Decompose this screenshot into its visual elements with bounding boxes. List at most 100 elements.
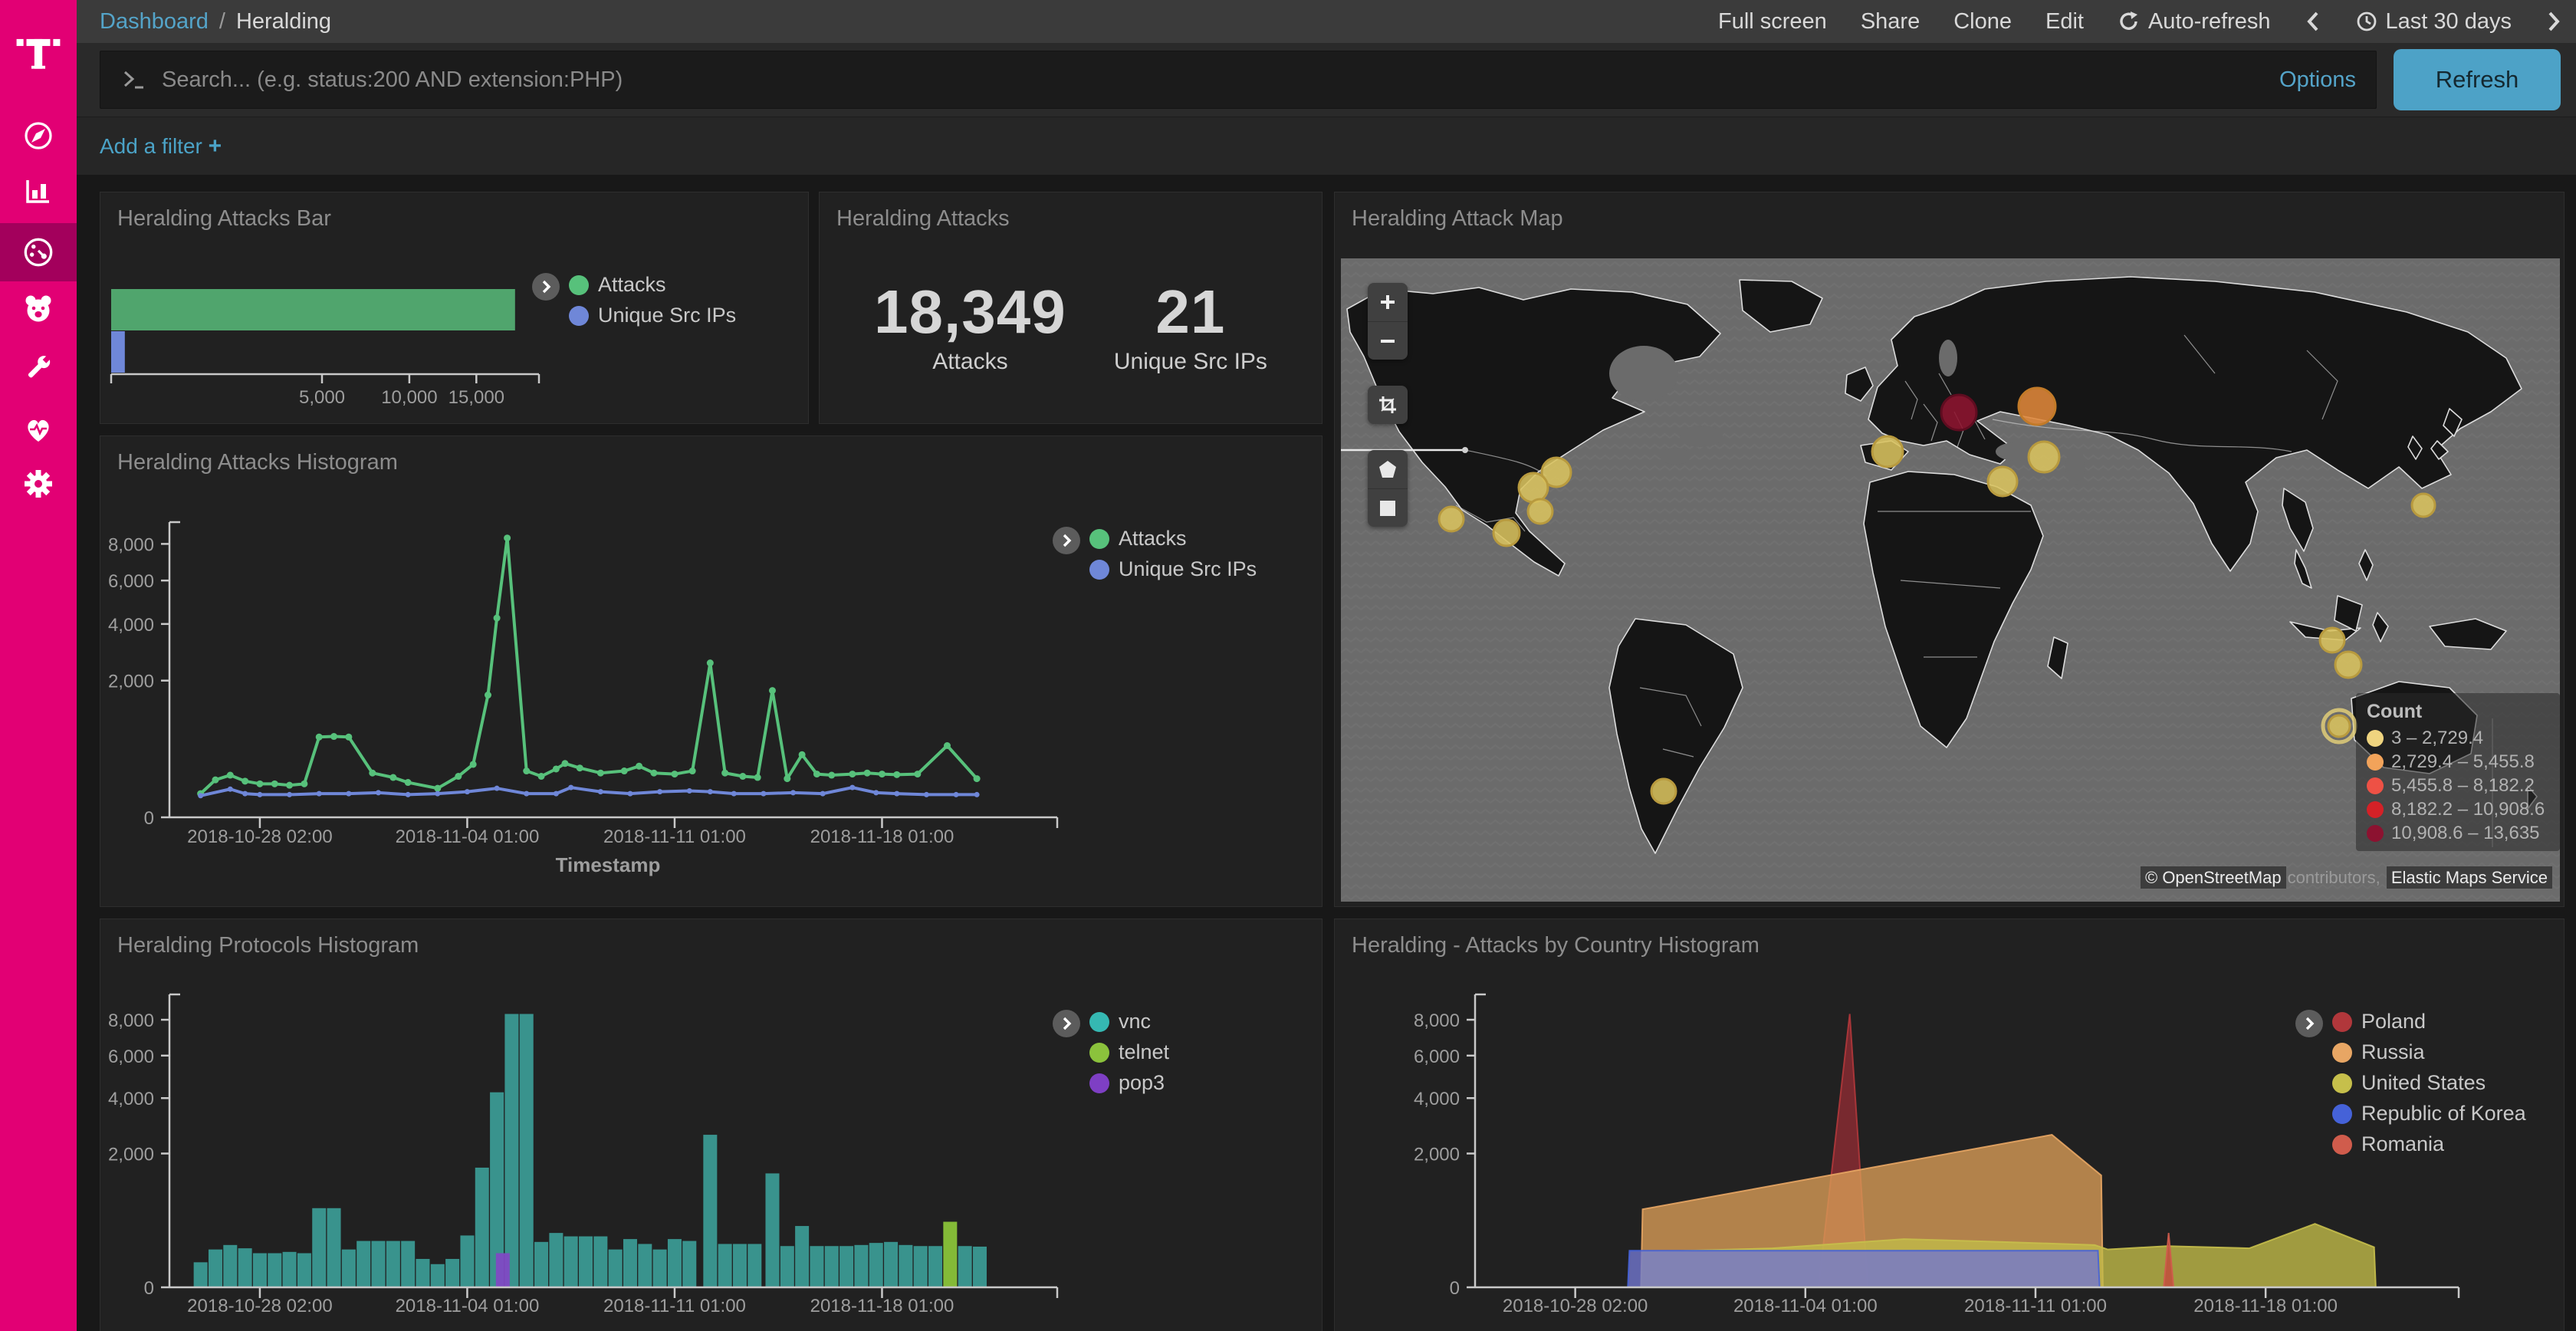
legend-item-unique-src-ips[interactable]: Unique Src IPs — [569, 304, 736, 327]
sidebar-item-t-pot[interactable] — [0, 279, 77, 337]
chevron-right-icon — [2545, 10, 2562, 33]
topbar-actions: Full screen Share Clone Edit Auto-refres… — [1718, 9, 2562, 35]
legend-item-pop3[interactable]: pop3 — [1089, 1071, 1169, 1095]
metric-attacks: 18,349 Attacks — [874, 277, 1066, 375]
attacks-bar-chart[interactable]: 5,00010,00015,000 — [100, 238, 808, 423]
panel-country-histogram: Heralding - Attacks by Country Histogram… — [1334, 919, 2564, 1331]
legend-toggle-icon[interactable] — [1053, 1010, 1080, 1037]
sidebar-item-discover[interactable] — [0, 107, 77, 165]
svg-text:6,000: 6,000 — [1414, 1047, 1460, 1067]
search-input[interactable] — [162, 67, 2264, 93]
legend-item-vnc[interactable]: vnc — [1089, 1010, 1169, 1034]
plus-icon: + — [209, 133, 222, 159]
map-legend-item: 3 – 2,729.4 — [2367, 726, 2549, 750]
attacks-histogram-legend: Attacks Unique Src IPs — [1053, 527, 1257, 581]
legend-dot — [2367, 754, 2384, 771]
t-logo-icon — [15, 29, 62, 77]
svg-text:2,000: 2,000 — [1414, 1145, 1460, 1165]
legend-toggle-icon[interactable] — [2295, 1010, 2323, 1037]
terminal-prompt-icon — [120, 68, 148, 91]
share-button[interactable]: Share — [1861, 9, 1920, 35]
legend-dot — [2367, 777, 2384, 794]
legend-item-romania[interactable]: Romania — [2332, 1132, 2526, 1156]
full-screen-button[interactable]: Full screen — [1718, 9, 1827, 35]
panel-attacks-metric: Heralding Attacks 18,349 Attacks 21 Uniq… — [819, 192, 1322, 424]
sidebar-item-dashboard[interactable] — [0, 223, 77, 281]
legend-dot — [2332, 1073, 2352, 1093]
legend-item-poland[interactable]: Poland — [2332, 1010, 2526, 1034]
compass-icon — [21, 118, 56, 153]
query-options-link[interactable]: Options — [2279, 67, 2356, 93]
map-legend-item: 10,908.6 – 13,635 — [2367, 821, 2549, 845]
svg-text:15,000: 15,000 — [449, 387, 504, 408]
time-forward-button[interactable] — [2545, 10, 2562, 33]
top-navigation-bar: Dashboard / Heralding Full screen Share … — [77, 0, 2576, 43]
svg-text:8,000: 8,000 — [1414, 1011, 1460, 1031]
legend-item-attacks[interactable]: Attacks — [569, 273, 736, 297]
metric-label: Unique Src IPs — [1114, 349, 1267, 375]
crop-icon — [1378, 395, 1398, 415]
metric-value: 18,349 — [874, 277, 1066, 347]
svg-text:2018-10-28 02:00: 2018-10-28 02:00 — [1503, 1296, 1648, 1316]
openstreetmap-link[interactable]: OpenStreetMap — [2162, 868, 2281, 887]
legend-item-united-states[interactable]: United States — [2332, 1071, 2526, 1095]
svg-text:8,000: 8,000 — [108, 534, 154, 555]
map-zoom-in-button[interactable] — [1368, 283, 1408, 321]
legend-dot — [1089, 529, 1109, 549]
svg-text:0: 0 — [144, 1278, 154, 1299]
border-endpoint-dot — [1462, 447, 1468, 453]
breadcrumb-dashboard-link[interactable]: Dashboard — [100, 9, 209, 35]
svg-text:2018-10-28 02:00: 2018-10-28 02:00 — [187, 1296, 333, 1316]
panel-title: Heralding Protocols Histogram — [100, 919, 1322, 972]
search-box[interactable]: Options — [100, 51, 2377, 109]
panel-attacks-histogram: Heralding Attacks Histogram 02,0004,0006… — [100, 435, 1322, 907]
time-range-picker[interactable]: Last 30 days — [2355, 9, 2512, 35]
t-mobile-logo[interactable] — [0, 11, 77, 95]
legend-dot — [2332, 1043, 2352, 1063]
add-filter-button[interactable]: Add a filter + — [100, 133, 222, 159]
refresh-button[interactable]: Refresh — [2394, 49, 2561, 110]
elastic-maps-service-link[interactable]: Elastic Maps Service — [2387, 866, 2552, 889]
svg-text:8,000: 8,000 — [108, 1011, 154, 1031]
svg-text:2018-11-04 01:00: 2018-11-04 01:00 — [396, 827, 540, 847]
edit-button[interactable]: Edit — [2045, 9, 2084, 35]
svg-text:2018-11-04 01:00: 2018-11-04 01:00 — [396, 1296, 540, 1316]
svg-text:0: 0 — [1450, 1278, 1460, 1299]
legend-item-unique-src-ips[interactable]: Unique Src IPs — [1089, 557, 1257, 581]
svg-text:2018-11-11 01:00: 2018-11-11 01:00 — [1964, 1296, 2107, 1316]
map-zoom-out-button[interactable] — [1368, 321, 1408, 360]
metric-label: Attacks — [874, 349, 1066, 375]
legend-toggle-icon[interactable] — [532, 273, 560, 301]
panel-protocols-histogram: Heralding Protocols Histogram 0 2,000 4,00… — [100, 919, 1322, 1331]
map-draw-polygon-button[interactable] — [1368, 450, 1408, 488]
legend-dot — [1089, 1012, 1109, 1032]
svg-text:2018-10-28 02:00: 2018-10-28 02:00 — [187, 827, 333, 847]
map-fit-data-button[interactable] — [1368, 386, 1408, 424]
panel-title: Heralding - Attacks by Country Histogram — [1335, 919, 2564, 972]
auto-refresh-button[interactable]: Auto-refresh — [2118, 9, 2271, 35]
svg-text:4,000: 4,000 — [108, 615, 154, 636]
svg-text:2,000: 2,000 — [108, 1145, 154, 1165]
clone-button[interactable]: Clone — [1953, 9, 2012, 35]
time-back-button[interactable] — [2305, 10, 2321, 33]
wrench-icon — [21, 350, 56, 385]
legend-item-attacks[interactable]: Attacks — [1089, 527, 1257, 550]
legend-dot — [569, 275, 589, 295]
breadcrumb: Dashboard / Heralding — [100, 9, 331, 35]
bear-icon — [21, 291, 56, 326]
world-map[interactable]: Count 3 – 2,729.4 2,729.4 – 5,455.8 5,45… — [1341, 258, 2560, 902]
heartbeat-icon — [21, 412, 56, 447]
legend-item-telnet[interactable]: telnet — [1089, 1040, 1169, 1064]
legend-dot — [1089, 1073, 1109, 1093]
legend-item-russia[interactable]: Russia — [2332, 1040, 2526, 1064]
sidebar-item-management[interactable] — [0, 455, 77, 513]
sidebar-item-visualize[interactable] — [0, 162, 77, 220]
sidebar-item-monitoring[interactable] — [0, 400, 77, 458]
legend-item-republic-of-korea[interactable]: Republic of Korea — [2332, 1102, 2526, 1126]
breadcrumb-current: Heralding — [236, 9, 331, 35]
map-draw-rectangle-button[interactable] — [1368, 488, 1408, 527]
sidebar-item-dev-tools[interactable] — [0, 338, 77, 396]
legend-toggle-icon[interactable] — [1053, 527, 1080, 554]
svg-text:4,000: 4,000 — [108, 1089, 154, 1109]
map-legend-item: 5,455.8 – 8,182.2 — [2367, 774, 2549, 797]
